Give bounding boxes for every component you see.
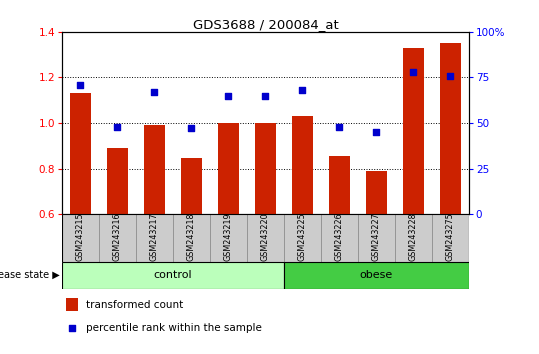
Text: GSM243215: GSM243215 (76, 213, 85, 261)
Bar (432, 214, 469, 262)
Text: percentile rank within the sample: percentile rank within the sample (86, 323, 262, 333)
Text: control: control (154, 270, 192, 280)
Bar (218, 123, 239, 214)
Bar (321, 214, 358, 262)
Text: GSM243220: GSM243220 (261, 213, 270, 261)
Bar (292, 116, 313, 214)
Point (372, 129, 381, 135)
Bar (367, 171, 386, 214)
Bar (329, 156, 350, 214)
Point (187, 126, 196, 131)
Point (335, 124, 344, 130)
Bar (284, 262, 469, 289)
Point (446, 73, 455, 79)
Point (261, 93, 270, 98)
Bar (210, 214, 247, 262)
Point (113, 124, 122, 130)
Bar (66, 298, 78, 312)
Text: transformed count: transformed count (86, 300, 184, 310)
Text: GSM243219: GSM243219 (224, 213, 233, 261)
Bar (247, 214, 284, 262)
Bar (284, 214, 321, 262)
Title: GDS3688 / 200084_at: GDS3688 / 200084_at (192, 18, 338, 31)
Point (409, 69, 418, 75)
Text: GSM243216: GSM243216 (113, 213, 122, 261)
Text: GSM243226: GSM243226 (335, 213, 344, 261)
Bar (99, 214, 136, 262)
Point (150, 89, 159, 95)
Bar (136, 214, 173, 262)
Point (298, 87, 307, 93)
Text: GSM243227: GSM243227 (372, 213, 381, 262)
Text: GSM243225: GSM243225 (298, 213, 307, 262)
Text: GSM243218: GSM243218 (187, 213, 196, 261)
Point (76, 82, 85, 87)
Bar (144, 125, 164, 214)
Bar (255, 123, 275, 214)
Bar (181, 158, 202, 214)
Bar (173, 214, 210, 262)
Text: GSM243275: GSM243275 (446, 213, 455, 262)
Bar (62, 214, 99, 262)
Point (68, 325, 77, 331)
Bar (107, 148, 128, 214)
Bar (440, 43, 461, 214)
Bar (70, 93, 91, 214)
Text: obese: obese (360, 270, 393, 280)
Point (224, 93, 233, 98)
Bar (395, 214, 432, 262)
Bar (62, 262, 284, 289)
Bar (358, 214, 395, 262)
Text: GSM243217: GSM243217 (150, 213, 159, 261)
Text: GSM243228: GSM243228 (409, 213, 418, 261)
Text: disease state ▶: disease state ▶ (0, 270, 59, 280)
Bar (403, 48, 424, 214)
